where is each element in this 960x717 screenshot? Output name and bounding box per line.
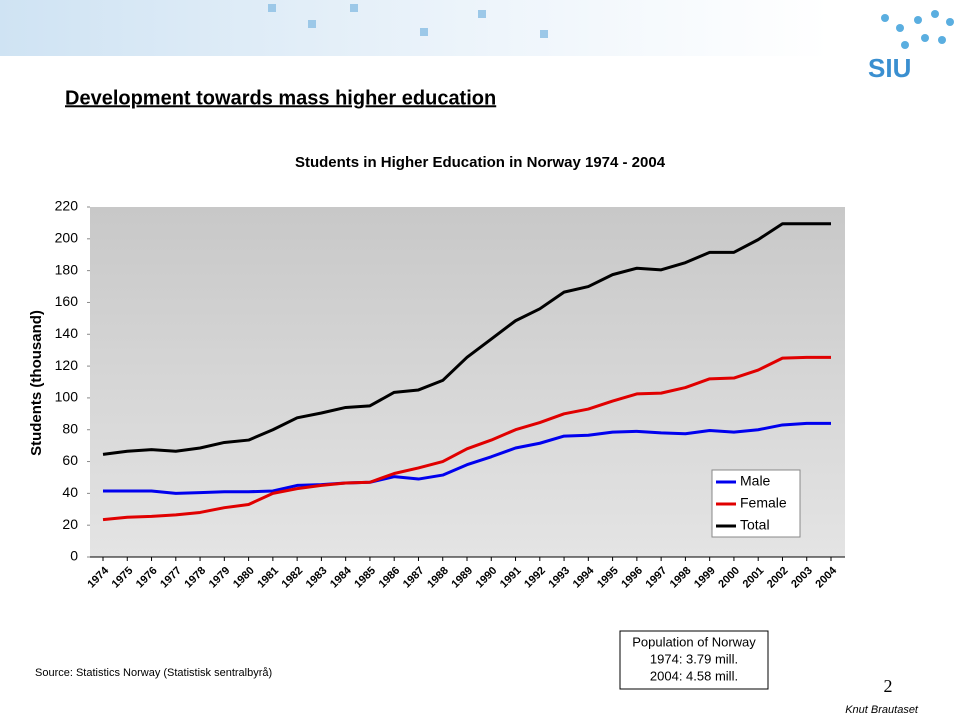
page-number: 2 (884, 676, 893, 696)
x-tick-label: 1982 (280, 565, 306, 591)
x-tick-label: 1987 (401, 565, 427, 591)
header-squares (268, 4, 548, 38)
x-tick-label: 1975 (110, 565, 136, 591)
chart-title: Students in Higher Education in Norway 1… (295, 154, 666, 171)
y-axis-label: Students (thousand) (28, 310, 45, 456)
population-title: Population of Norway (632, 634, 756, 649)
x-tick-label: 1984 (328, 564, 354, 590)
x-tick-label: 2001 (741, 565, 767, 591)
x-tick-label: 1989 (449, 565, 475, 591)
y-tick-label: 140 (55, 325, 79, 341)
x-tick-label: 1986 (377, 565, 403, 591)
x-tick-label: 1997 (644, 565, 670, 591)
x-tick-label: 1999 (692, 565, 718, 591)
legend-label: Female (740, 495, 787, 511)
y-tick-label: 180 (55, 261, 79, 277)
y-tick-label: 100 (55, 389, 79, 405)
author: Knut Brautaset (845, 704, 919, 716)
slide-title: Development towards mass higher educatio… (65, 87, 496, 109)
population-2004: 2004: 4.58 mill. (650, 668, 738, 683)
x-tick-label: 1996 (619, 565, 645, 591)
y-tick-label: 80 (62, 420, 78, 436)
x-tick-label: 1974 (85, 564, 111, 590)
x-tick-label: 1995 (595, 565, 621, 591)
x-tick-label: 1992 (522, 565, 548, 591)
legend-label: Male (740, 473, 771, 489)
x-tick-label: 2003 (789, 565, 815, 591)
population-1974: 1974: 3.79 mill. (650, 651, 738, 666)
logo: SIU (868, 53, 911, 83)
x-tick-label: 2004 (813, 564, 839, 590)
x-tick-label: 1991 (498, 565, 524, 591)
header-band (0, 0, 830, 56)
x-tick-label: 1998 (668, 565, 694, 591)
y-tick-label: 0 (70, 548, 78, 564)
line-female (102, 355, 831, 522)
x-tick-label: 1976 (134, 565, 160, 591)
line-total (102, 222, 831, 456)
x-tick-label: 1978 (182, 565, 208, 591)
y-tick-label: 120 (55, 357, 79, 373)
x-tick-label: 1979 (207, 565, 233, 591)
y-tick-label: 60 (62, 452, 78, 468)
x-tick-label: 1993 (546, 565, 572, 591)
y-tick-label: 20 (62, 516, 78, 532)
source: Source: Statistics Norway (Statistisk se… (35, 667, 272, 679)
x-tick-label: 1977 (158, 565, 184, 591)
x-tick-label: 1983 (304, 565, 330, 591)
x-tick-label: 2002 (765, 565, 791, 591)
line-male (103, 421, 831, 495)
y-tick-label: 220 (55, 198, 79, 214)
x-tick-label: 1981 (255, 565, 281, 591)
x-tick-label: 1988 (425, 565, 451, 591)
population-box (619, 630, 769, 690)
y-tick-label: 200 (55, 230, 79, 246)
x-tick-label: 2000 (716, 565, 742, 591)
x-tick-label: 1994 (571, 564, 597, 590)
x-tick-label: 1990 (474, 565, 500, 591)
x-tick-label: 1985 (352, 565, 378, 591)
y-tick-label: 160 (55, 293, 79, 309)
legend-label: Total (740, 517, 770, 533)
y-tick-label: 40 (62, 484, 78, 500)
x-tick-label: 1980 (231, 565, 257, 591)
logo-dots (881, 10, 954, 49)
